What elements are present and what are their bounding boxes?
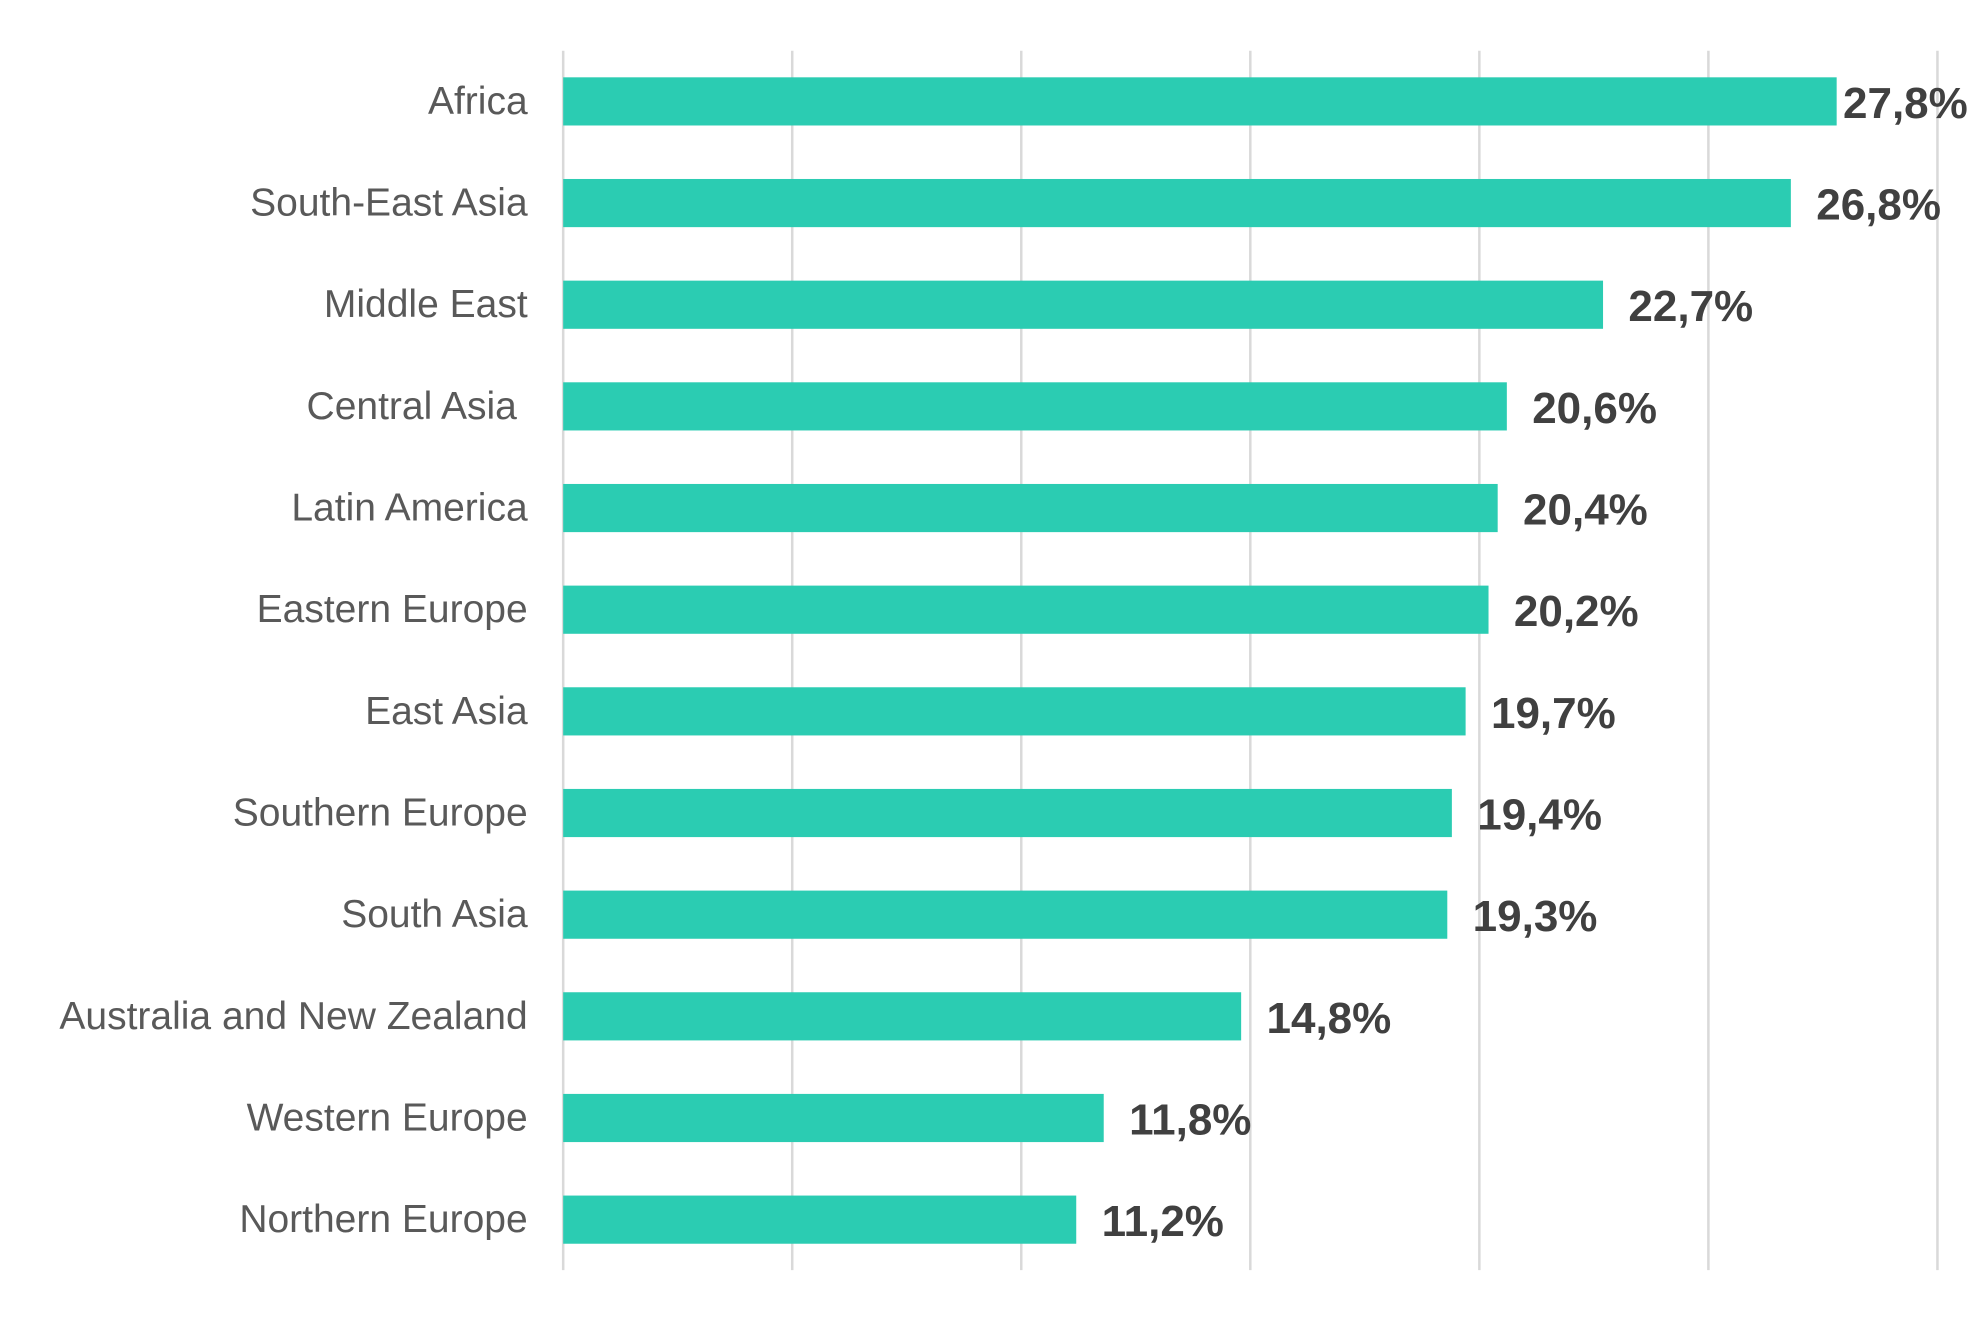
value-label: 20,2% (1514, 587, 1639, 636)
category-label: South Asia (341, 893, 528, 936)
bar (563, 992, 1242, 1041)
bar (563, 280, 1604, 329)
value-label: 20,4% (1523, 486, 1648, 535)
value-label: 26,8% (1816, 181, 1941, 230)
value-label: 19,7% (1491, 689, 1616, 738)
bar (563, 178, 1791, 228)
bar (563, 585, 1489, 634)
category-label: East Asia (365, 690, 528, 733)
category-label: Western Europe (247, 1096, 528, 1139)
bar (563, 1195, 1077, 1244)
value-label: 11,8% (1129, 1095, 1251, 1144)
bar (563, 483, 1498, 533)
bar (563, 77, 1837, 126)
value-label: 19,3% (1473, 892, 1598, 941)
bars (563, 77, 1837, 1244)
value-label: 14,8% (1267, 994, 1392, 1043)
category-label: Australia and New Zealand (59, 995, 527, 1038)
value-label: 22,7% (1628, 282, 1753, 331)
category-label: Northern Europe (239, 1198, 527, 1241)
bar (563, 687, 1466, 736)
value-label: 11,2% (1102, 1197, 1224, 1246)
category-label: Latin America (291, 487, 528, 530)
value-labels: 27,8% 26,8% 22,7% 20,6% 20,4% 20,2% 19,7% 19,4%… (1102, 79, 1968, 1246)
bar (563, 788, 1452, 838)
category-label: Central Asia (307, 385, 528, 428)
category-label: Middle East (324, 283, 528, 326)
bar (563, 382, 1507, 431)
value-label: 19,4% (1477, 791, 1602, 840)
category-label: Eastern Europe (257, 588, 528, 631)
bar (563, 1093, 1104, 1143)
value-label: 20,6% (1532, 384, 1657, 433)
category-label: South-East Asia (250, 182, 528, 225)
value-label: 27,8% (1843, 79, 1968, 128)
category-labels: Africa South-East Asia Middle East Central … (59, 80, 528, 1241)
bar (563, 890, 1448, 939)
category-label: Southern Europe (233, 792, 528, 835)
gridlines (561, 50, 1939, 1271)
category-label: Africa (428, 80, 528, 123)
